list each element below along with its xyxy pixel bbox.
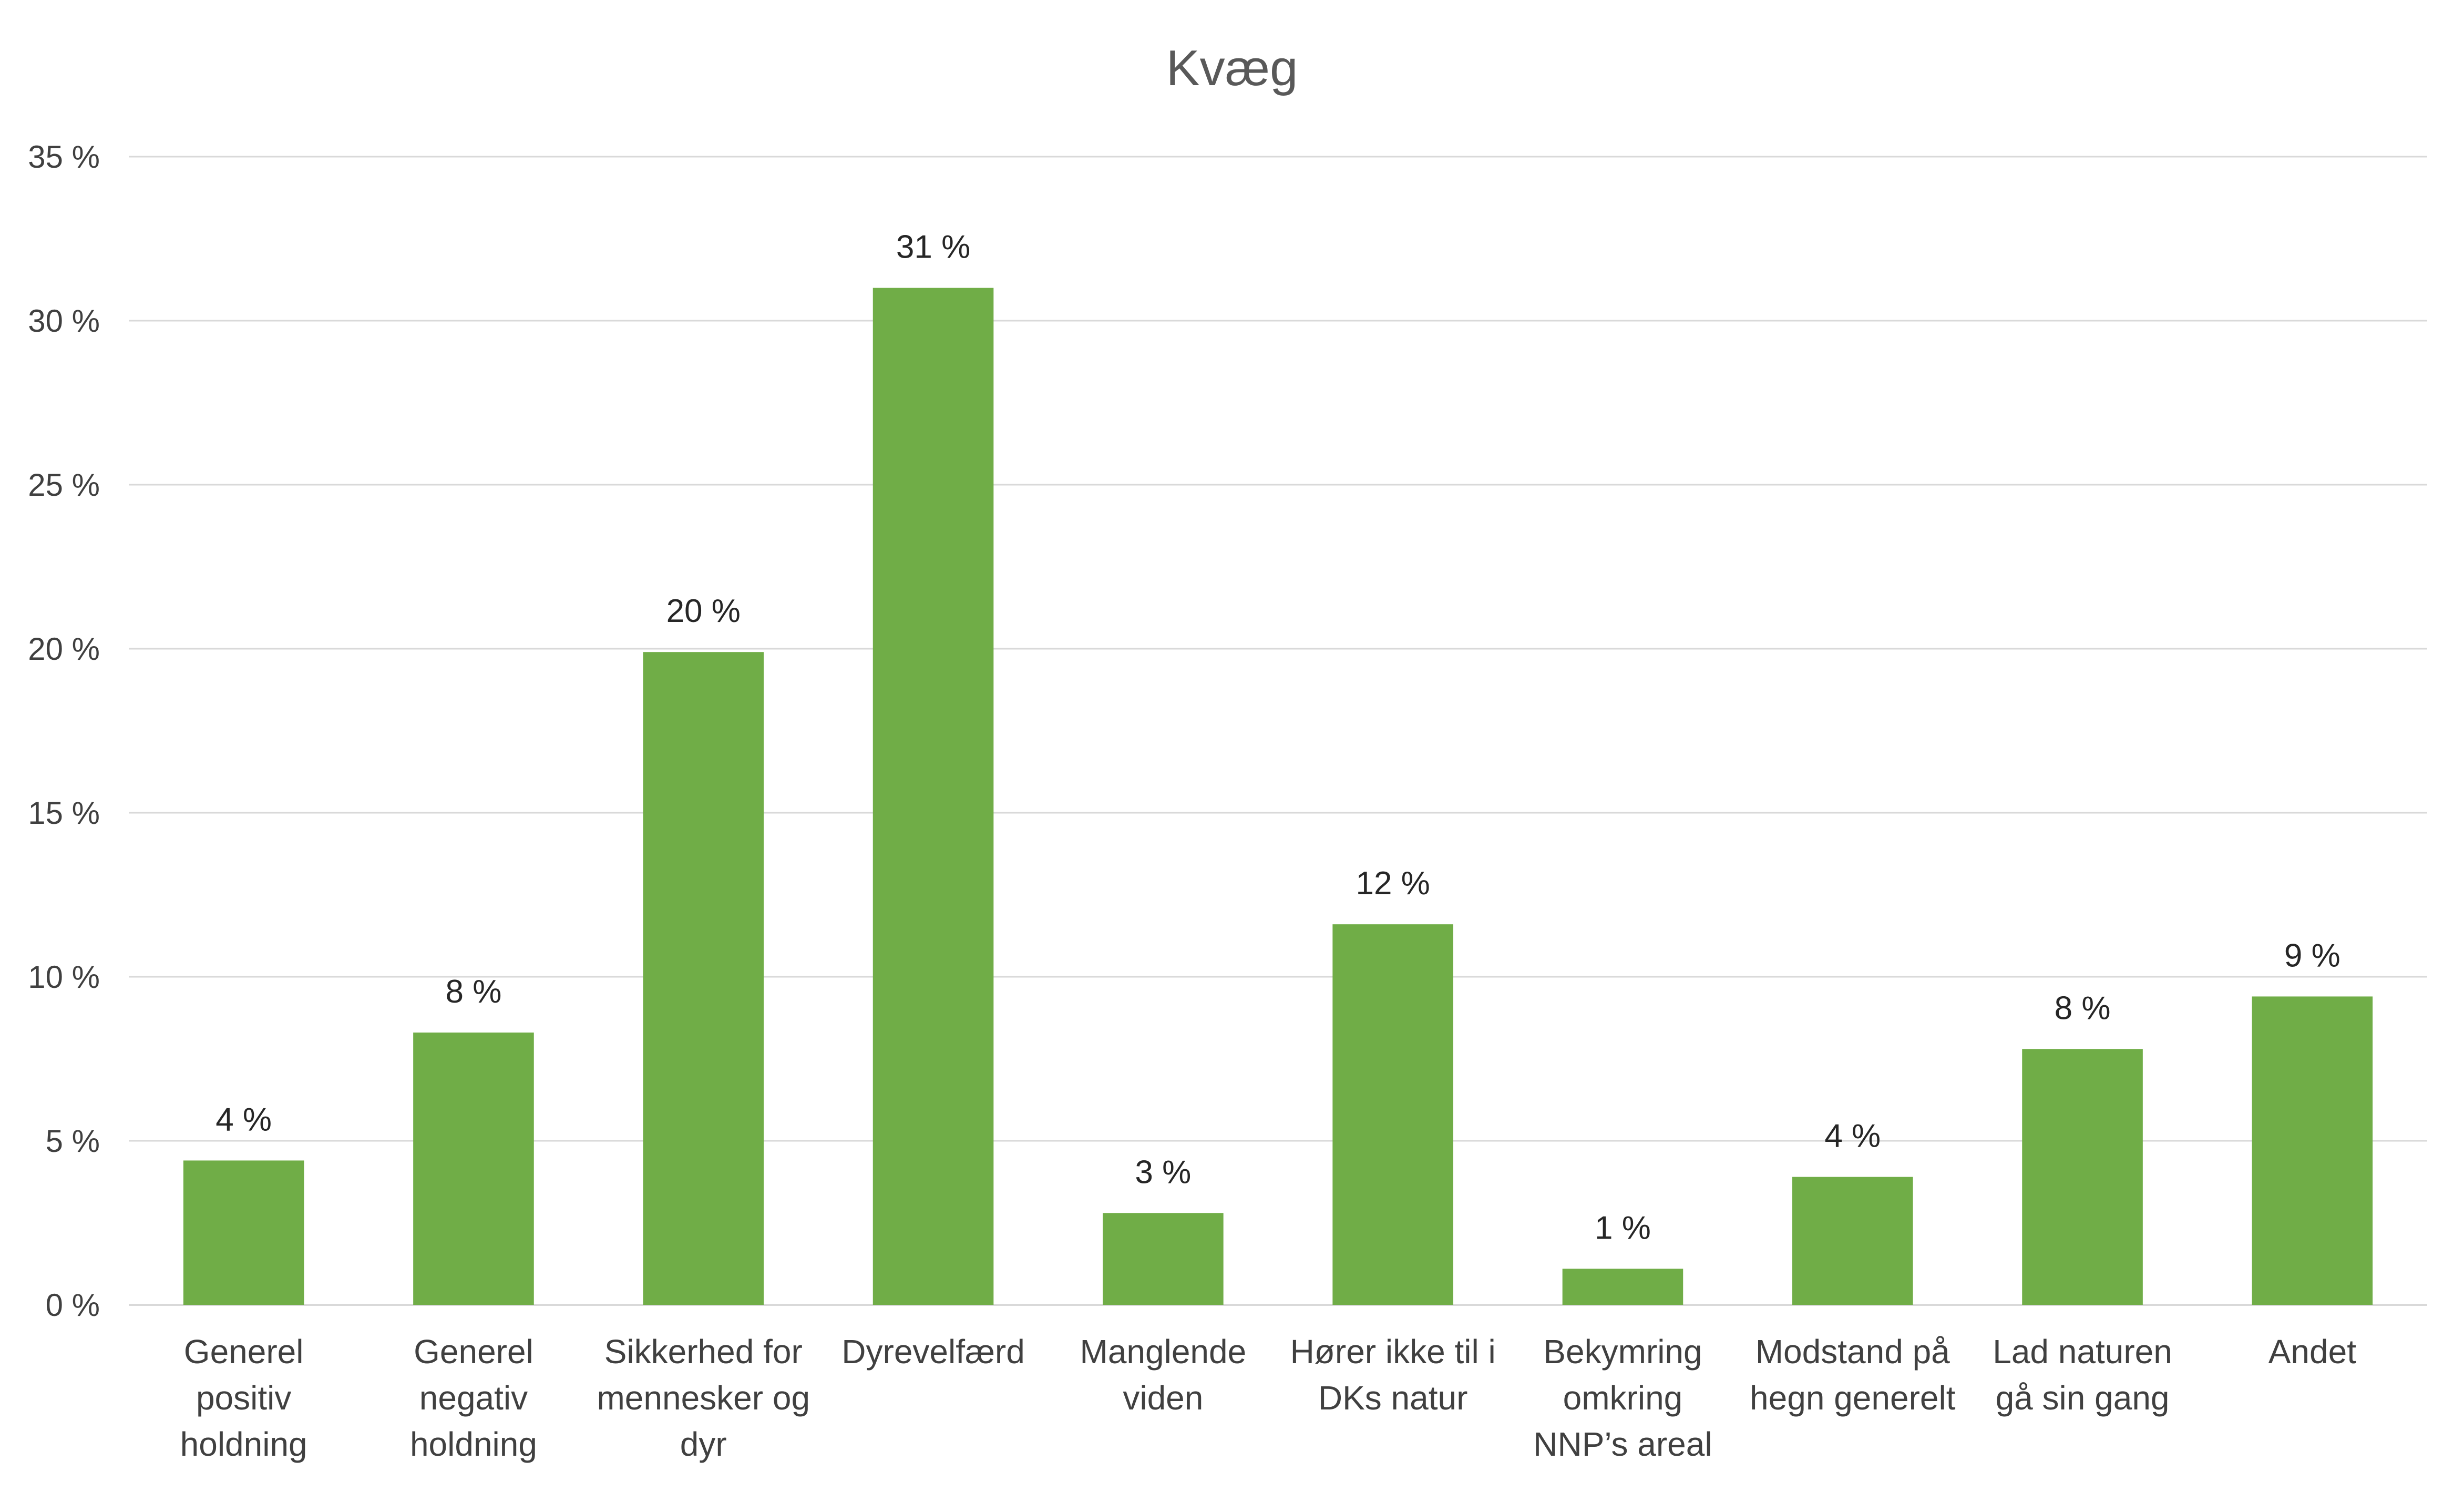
bar bbox=[643, 652, 764, 1305]
chart-title: Kvæg bbox=[1166, 40, 1298, 96]
x-tick-label-line: Manglende bbox=[1080, 1333, 1247, 1371]
data-label: 9 % bbox=[2284, 937, 2340, 974]
bar bbox=[1332, 924, 1453, 1305]
x-tick-label: Sikkerhed for mennesker og dyr bbox=[597, 1333, 810, 1463]
bar bbox=[2252, 996, 2373, 1305]
x-tick-label-line: negativ bbox=[419, 1379, 528, 1417]
y-tick-label: 15 % bbox=[28, 795, 100, 831]
x-tick-label: Modstand på hegn generelt bbox=[1750, 1333, 1956, 1417]
x-tick-label-line: Generel bbox=[414, 1333, 533, 1371]
x-tick-label: Dyrevelfærd bbox=[841, 1333, 1025, 1371]
y-axis-ticks: 0 % 5 % 10 % 15 % 20 % 25 % 30 % 35 % bbox=[28, 139, 100, 1323]
bar bbox=[413, 1033, 534, 1305]
x-tick-label-line: mennesker og bbox=[597, 1379, 810, 1417]
x-tick-label-line: dyr bbox=[680, 1425, 727, 1463]
bar bbox=[872, 288, 994, 1305]
x-tick-label-line: Bekymring bbox=[1543, 1333, 1702, 1371]
bar bbox=[1792, 1177, 1913, 1305]
y-tick-label: 25 % bbox=[28, 467, 100, 503]
data-label: 1 % bbox=[1595, 1210, 1651, 1246]
x-tick-label-line: Lad naturen bbox=[1993, 1333, 2172, 1371]
data-label: 4 % bbox=[1824, 1118, 1881, 1154]
x-tick-label: Lad naturen gå sin gang bbox=[1993, 1333, 2172, 1417]
x-tick-label-line: holdning bbox=[180, 1425, 307, 1463]
x-tick-label: Hører ikke til i DKs natur bbox=[1290, 1333, 1496, 1417]
bar bbox=[1103, 1213, 1224, 1305]
data-labels: 4 % 8 % 20 % 31 % 3 % 12 % 1 % 4 % 8 % 9 % bbox=[215, 229, 2340, 1246]
data-label: 4 % bbox=[215, 1101, 272, 1138]
x-tick-label-line: Andet bbox=[2268, 1333, 2356, 1371]
x-tick-label-line: holdning bbox=[410, 1425, 537, 1463]
x-tick-label-line: hegn generelt bbox=[1750, 1379, 1956, 1417]
x-tick-label-line: Sikkerhed for bbox=[604, 1333, 803, 1371]
x-tick-label-line: NNP’s areal bbox=[1533, 1425, 1712, 1463]
x-tick-label-line: Modstand på bbox=[1755, 1333, 1950, 1371]
bars bbox=[183, 288, 2373, 1305]
data-label: 8 % bbox=[446, 974, 502, 1010]
x-tick-label-line: omkring bbox=[1563, 1379, 1683, 1417]
bar bbox=[2022, 1049, 2143, 1305]
x-tick-label-line: Generel bbox=[184, 1333, 304, 1371]
x-tick-label-line: Dyrevelfærd bbox=[841, 1333, 1025, 1371]
data-label: 3 % bbox=[1135, 1154, 1191, 1190]
x-tick-label-line: viden bbox=[1123, 1379, 1203, 1417]
x-tick-label: Andet bbox=[2268, 1333, 2356, 1371]
y-tick-label: 35 % bbox=[28, 139, 100, 175]
x-tick-label: Bekymring omkring NNP’s areal bbox=[1533, 1333, 1712, 1463]
x-tick-label-line: positiv bbox=[196, 1379, 291, 1417]
data-label: 12 % bbox=[1356, 865, 1430, 902]
x-tick-label: Generel negativ holdning bbox=[410, 1333, 537, 1463]
y-tick-label: 5 % bbox=[46, 1123, 100, 1159]
data-label: 8 % bbox=[2055, 990, 2111, 1026]
y-tick-label: 30 % bbox=[28, 303, 100, 339]
y-tick-label: 0 % bbox=[46, 1287, 100, 1323]
bar bbox=[1562, 1269, 1683, 1305]
y-tick-label: 20 % bbox=[28, 631, 100, 667]
x-tick-label-line: DKs natur bbox=[1318, 1379, 1468, 1417]
y-tick-label: 10 % bbox=[28, 959, 100, 995]
data-label: 31 % bbox=[896, 229, 970, 265]
bar bbox=[183, 1160, 304, 1305]
category-labels: Generel positiv holdning Generel negativ hold… bbox=[180, 1333, 2357, 1463]
x-tick-label-line: gå sin gang bbox=[1996, 1379, 2170, 1417]
x-tick-label: Generel positiv holdning bbox=[180, 1333, 307, 1463]
x-tick-label: Manglende viden bbox=[1080, 1333, 1247, 1417]
data-label: 20 % bbox=[666, 593, 741, 629]
x-tick-label-line: Hører ikke til i bbox=[1290, 1333, 1496, 1371]
